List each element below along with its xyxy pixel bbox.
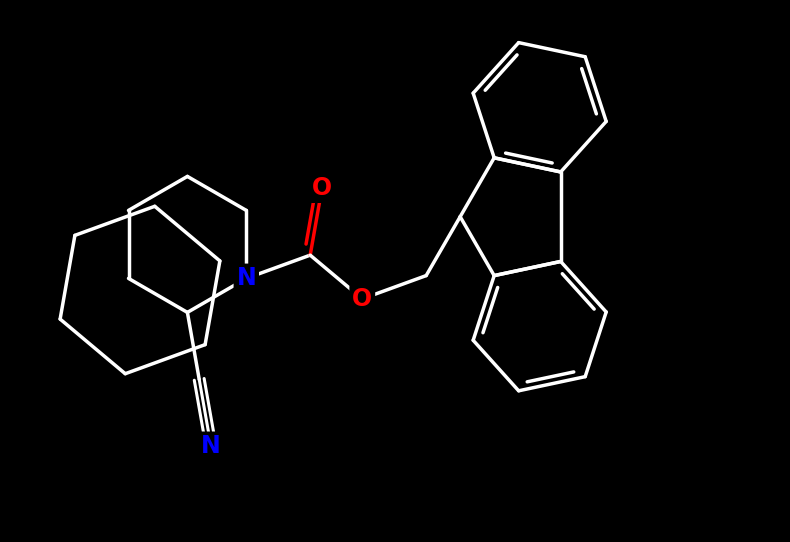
Text: O: O — [352, 287, 372, 311]
Text: N: N — [201, 434, 221, 459]
Text: O: O — [312, 176, 332, 200]
Text: N: N — [236, 267, 256, 291]
